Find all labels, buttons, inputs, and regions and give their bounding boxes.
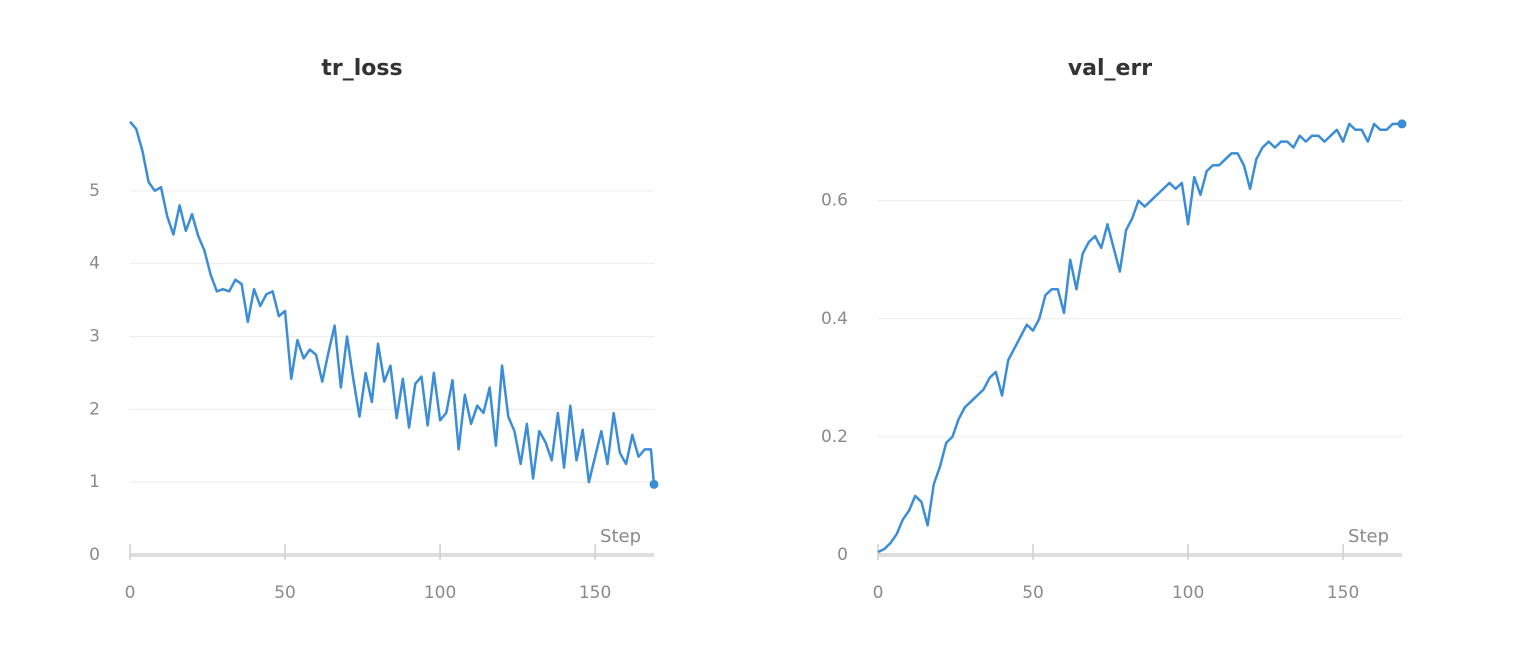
end-point xyxy=(649,479,659,489)
x-tick-label: 50 xyxy=(274,583,296,603)
y-tick-label: 5 xyxy=(89,181,100,201)
y-tick-label: 3 xyxy=(89,327,100,347)
x-tick-label: 50 xyxy=(1022,583,1044,603)
chart-title: val_err xyxy=(1068,56,1152,81)
y-tick-label: 0 xyxy=(837,545,848,565)
x-tick-label: 150 xyxy=(1327,583,1359,603)
chart-panel: val_err 0 0.2 0.4 0.6 0 50 100 150 Step xyxy=(821,56,1407,603)
line xyxy=(877,122,1402,554)
y-tick-label: 0.2 xyxy=(821,427,848,447)
y-tick-label: 1 xyxy=(89,472,100,492)
chart-title: tr_loss xyxy=(321,56,402,81)
y-tick-label: 4 xyxy=(89,254,100,274)
y-tick-label: 0.6 xyxy=(821,191,848,211)
x-tick-label: 0 xyxy=(125,583,136,603)
x-tick-label: 0 xyxy=(873,583,884,603)
y-tick-label: 0.4 xyxy=(821,309,848,329)
x-tick-label: 100 xyxy=(1172,583,1204,603)
end-point xyxy=(1397,119,1407,129)
y-tick-label: 2 xyxy=(89,399,100,419)
line xyxy=(129,120,656,485)
x-axis-label: Step xyxy=(1348,526,1389,547)
x-axis-label: Step xyxy=(600,526,641,547)
x-tick-label: 100 xyxy=(424,583,456,603)
x-tick-label: 150 xyxy=(579,583,611,603)
y-tick-label: 0 xyxy=(89,545,100,565)
